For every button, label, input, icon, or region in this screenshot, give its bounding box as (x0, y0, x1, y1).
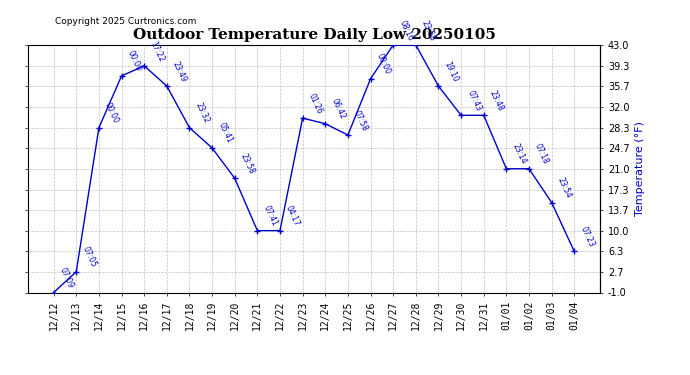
Text: 23:58: 23:58 (239, 152, 256, 176)
Text: 07:58: 07:58 (352, 109, 369, 132)
Text: 17:22: 17:22 (148, 40, 166, 63)
Text: 23:14: 23:14 (511, 142, 528, 166)
Text: 04:17: 04:17 (284, 204, 302, 228)
Text: 06:42: 06:42 (329, 98, 347, 121)
Text: 07:43: 07:43 (465, 89, 483, 112)
Text: 07:05: 07:05 (81, 245, 98, 269)
Y-axis label: Temperature (°F): Temperature (°F) (635, 122, 645, 216)
Text: 23:49: 23:49 (171, 60, 188, 83)
Text: 23:32: 23:32 (194, 101, 211, 125)
Text: 19:10: 19:10 (442, 60, 460, 83)
Text: 00:00: 00:00 (103, 101, 121, 125)
Text: 23:58: 23:58 (420, 19, 437, 42)
Text: 05:41: 05:41 (216, 122, 234, 145)
Text: 08:16: 08:16 (397, 19, 415, 42)
Text: 01:26: 01:26 (307, 92, 324, 116)
Text: 07:18: 07:18 (533, 142, 551, 166)
Text: 23:54: 23:54 (556, 176, 573, 200)
Text: 07:23: 07:23 (578, 225, 596, 249)
Title: Outdoor Temperature Daily Low 20250105: Outdoor Temperature Daily Low 20250105 (132, 28, 495, 42)
Text: 00:00: 00:00 (375, 52, 392, 76)
Text: 07:09: 07:09 (58, 266, 75, 290)
Text: 00:00: 00:00 (126, 50, 143, 73)
Text: 07:41: 07:41 (262, 204, 279, 228)
Text: 23:48: 23:48 (488, 89, 505, 112)
Text: Copyright 2025 Curtronics.com: Copyright 2025 Curtronics.com (55, 17, 197, 26)
